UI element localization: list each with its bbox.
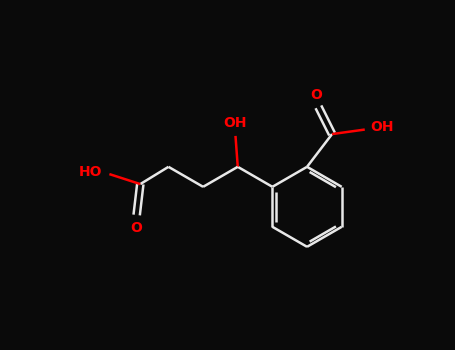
Text: OH: OH	[224, 116, 247, 130]
Text: O: O	[130, 221, 142, 235]
Text: OH: OH	[370, 120, 394, 134]
Text: O: O	[310, 89, 322, 103]
Text: HO: HO	[79, 165, 102, 179]
